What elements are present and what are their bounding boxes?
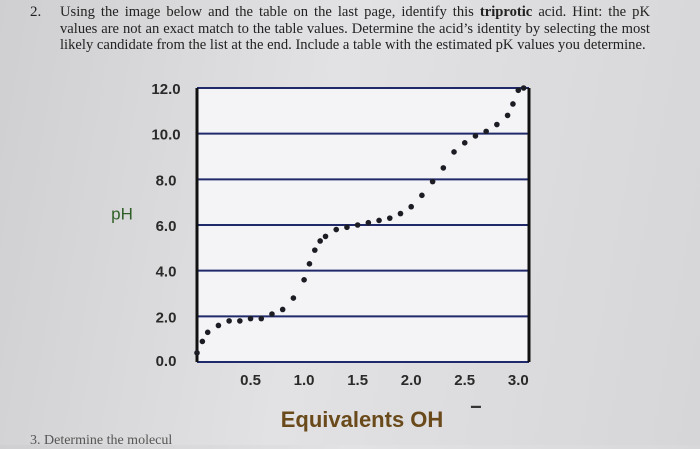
y-tick-label: 8.0: [156, 172, 177, 189]
x-tick-label: 3.0: [508, 372, 529, 389]
text: acid. Hint: the pK values are not an exa…: [60, 4, 650, 53]
data-point: [451, 149, 457, 155]
data-point: [279, 306, 286, 313]
data-point: [397, 210, 404, 217]
question-number: 3.: [30, 433, 41, 448]
y-tick-label: 0.0: [156, 353, 177, 370]
y-tick-label: 2.0: [156, 309, 177, 326]
data-point: [226, 318, 232, 324]
y-tick-label: 4.0: [156, 264, 177, 281]
data-point: [258, 315, 265, 322]
data-point: [429, 178, 436, 185]
x-tick-label: 2.0: [401, 372, 422, 389]
data-point: [344, 224, 350, 231]
data-point: [269, 311, 275, 317]
data-point: [515, 87, 522, 94]
data-point: [199, 338, 206, 345]
data-point: [365, 219, 372, 226]
data-point: [419, 192, 425, 199]
data-point: [204, 329, 211, 336]
data-point: [290, 295, 297, 301]
data-point: [322, 233, 329, 240]
data-point: [494, 121, 500, 128]
next-question: 3. Determine the molecul: [30, 433, 172, 449]
y-tick-label: 12.0: [151, 81, 180, 98]
data-point: [440, 165, 447, 171]
question-text: Determine the molecul: [44, 433, 173, 448]
x-tick-label: 2.5: [454, 372, 475, 389]
y-tick-label: 6.0: [156, 218, 177, 235]
data-point: [333, 226, 340, 233]
data-point: [247, 315, 254, 322]
data-point: [386, 215, 393, 221]
data-point: [194, 350, 200, 356]
question-text: Using the image below and the table on t…: [60, 4, 650, 54]
text: Using the image below and the table on t…: [60, 4, 480, 20]
x-tick-label: 1.0: [294, 372, 315, 389]
data-point: [376, 217, 382, 224]
x-axis-label-superscript: −: [470, 396, 482, 418]
data-point: [237, 318, 243, 324]
x-axis-label: Equivalents OH: [281, 407, 444, 432]
data-point: [408, 203, 414, 210]
data-point: [461, 140, 468, 146]
data-point: [317, 238, 323, 244]
data-point: [510, 101, 516, 107]
data-point: [301, 277, 307, 283]
data-point: [215, 322, 222, 329]
y-tick-label: 10.0: [151, 127, 180, 144]
x-tick-label: 0.5: [240, 372, 261, 389]
y-axis-label: pH: [111, 204, 133, 223]
bold-text: triprotic: [479, 4, 533, 20]
data-point: [306, 261, 313, 267]
data-point: [483, 128, 489, 135]
x-tick-label: 1.5: [347, 372, 368, 389]
data-point: [504, 112, 511, 119]
data-point: [472, 133, 479, 139]
data-point: [520, 85, 527, 91]
question-number: 2.: [30, 4, 42, 20]
data-point: [312, 247, 318, 253]
data-point: [354, 222, 361, 228]
